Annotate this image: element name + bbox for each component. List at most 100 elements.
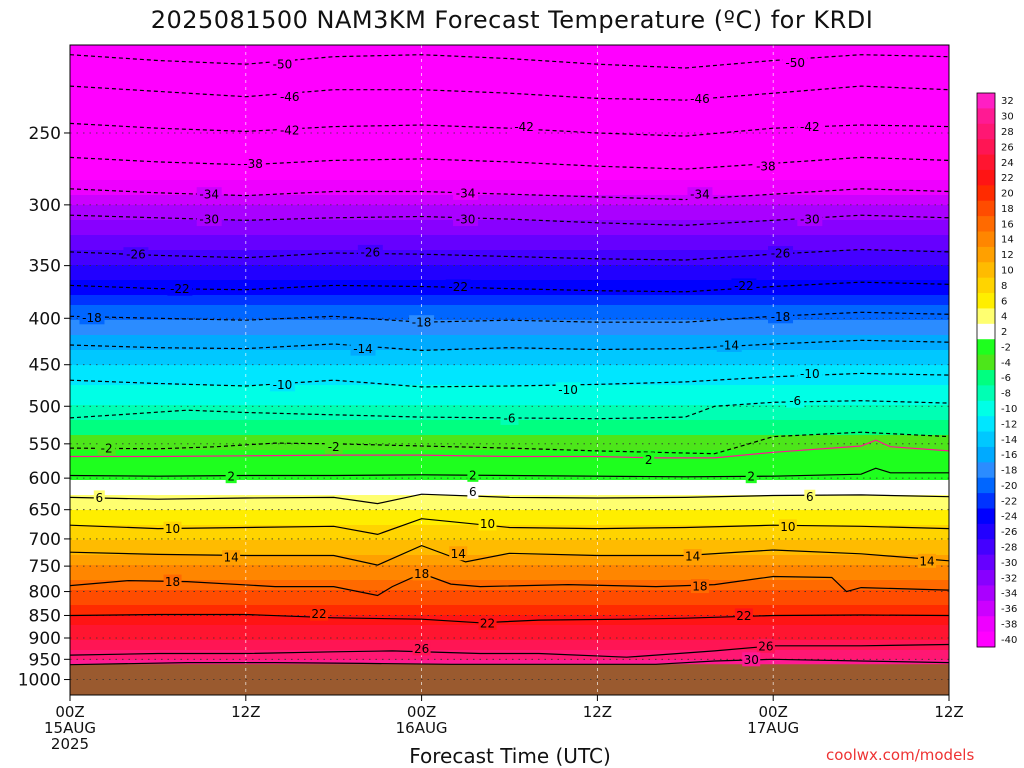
contour-label-bg [734, 608, 753, 623]
field-band [70, 75, 949, 81]
ground-layer [70, 664, 949, 695]
field-band [70, 455, 949, 461]
y-tick-label: 650 [29, 501, 61, 521]
field-band [70, 60, 949, 66]
field-band [70, 325, 949, 331]
colorbar-swatch [977, 108, 995, 125]
contour-label-bg [269, 377, 295, 392]
field-band [70, 80, 949, 86]
colorbar-label: 26 [1001, 142, 1014, 153]
contour-label-bg [804, 489, 816, 504]
contour-label-bg [500, 410, 519, 425]
colorbar-swatch [977, 354, 995, 371]
contour-line [70, 467, 949, 478]
contour-label: -34 [690, 188, 710, 202]
colorbar-label: 28 [1001, 127, 1014, 138]
contour-label: -18 [771, 310, 791, 324]
field-band [70, 535, 949, 541]
colorbar-label: 10 [1001, 265, 1014, 276]
contour-label: -26 [771, 247, 791, 261]
chart-title: 2025081500 NAM3KM Forecast Temperature (… [150, 6, 874, 34]
field-band [70, 565, 949, 571]
contour-label: -34 [199, 188, 219, 202]
contour-label-bg [412, 566, 431, 581]
contour-line [70, 439, 949, 459]
contour-label: -22 [170, 282, 190, 296]
contour-label: 2 [469, 468, 477, 482]
field-band [70, 345, 949, 351]
field-band [70, 70, 949, 76]
field-band [70, 615, 949, 621]
field-band [70, 190, 949, 196]
colorbar-swatch [977, 385, 995, 402]
field-band [70, 635, 949, 641]
contour-label-bg [687, 187, 713, 202]
colorbar-label: -18 [1001, 466, 1017, 477]
x-tick-label: 00Z [55, 703, 84, 721]
colorbar-label: -8 [1001, 389, 1011, 400]
contour-label: -14 [719, 338, 739, 352]
y-tick-label: 900 [29, 629, 61, 649]
contour-label: -42 [800, 120, 820, 134]
contour-label-bg [269, 57, 295, 72]
field-band [70, 575, 949, 581]
colorbar-label: -20 [1001, 481, 1017, 492]
colorbar-label: 6 [1001, 296, 1007, 307]
colorbar-label: 22 [1001, 173, 1014, 184]
contour-label: 18 [414, 567, 429, 581]
contour-label: -14 [353, 342, 373, 356]
field-band [70, 330, 949, 336]
contour-label: 6 [469, 485, 477, 499]
contour-label: 22 [480, 616, 495, 630]
colorbar-label: 30 [1001, 112, 1014, 123]
colorbar-label: -12 [1001, 419, 1017, 430]
field-band [70, 320, 949, 326]
field-band [70, 95, 949, 101]
field-band [70, 600, 949, 606]
field-band [70, 130, 949, 136]
colorbar-swatch [977, 570, 995, 586]
x-tick-label: 12Z [934, 703, 963, 721]
field-band [70, 485, 949, 491]
field-band [70, 125, 949, 131]
colorbar: 32 30 28 26 24 22 20 18 16 14 12 10 8 6 4 2 -2 -4 -6 -8 -10 -… [976, 92, 1017, 648]
contour-label: 10 [480, 517, 495, 531]
field-band [70, 155, 949, 161]
colorbar-label: -4 [1001, 358, 1011, 369]
field-band [70, 230, 949, 236]
field-band [70, 45, 949, 51]
watermark-text: coolwx.com/models [826, 746, 975, 764]
contour-line [70, 544, 949, 566]
field-band [70, 460, 949, 466]
colorbar-label: -34 [1001, 589, 1017, 600]
contour-label: 6 [806, 490, 814, 504]
field-band [70, 465, 949, 471]
contour-label-bg [449, 546, 468, 561]
field-band [70, 430, 949, 436]
contour-label-bg [163, 521, 182, 536]
x-tick-label: 12Z [231, 703, 260, 721]
contour-label: -10 [558, 383, 578, 397]
contour-label-bg [753, 159, 779, 174]
colorbar-swatch [977, 323, 995, 340]
field-band [70, 580, 949, 586]
field-band [70, 305, 949, 311]
contour-label: 26 [414, 642, 429, 656]
y-tick-label: 450 [29, 356, 61, 376]
contour-label: -10 [800, 367, 820, 381]
field-band [70, 470, 949, 476]
contour-label: -50 [273, 58, 293, 72]
contour-label: -46 [690, 92, 710, 106]
contour-label-bg [716, 337, 742, 352]
y-tick-label: 300 [29, 196, 61, 216]
contour-label: 2 [227, 470, 235, 484]
contour-line [70, 643, 949, 658]
field-band [70, 605, 949, 611]
colorbar-swatch [977, 554, 995, 571]
colorbar-label: 2 [1001, 327, 1007, 338]
plot-frame [69, 44, 950, 696]
field-band [70, 405, 949, 411]
grid-lines [70, 45, 949, 695]
contour-label-bg [797, 212, 823, 227]
field-band [70, 240, 949, 246]
